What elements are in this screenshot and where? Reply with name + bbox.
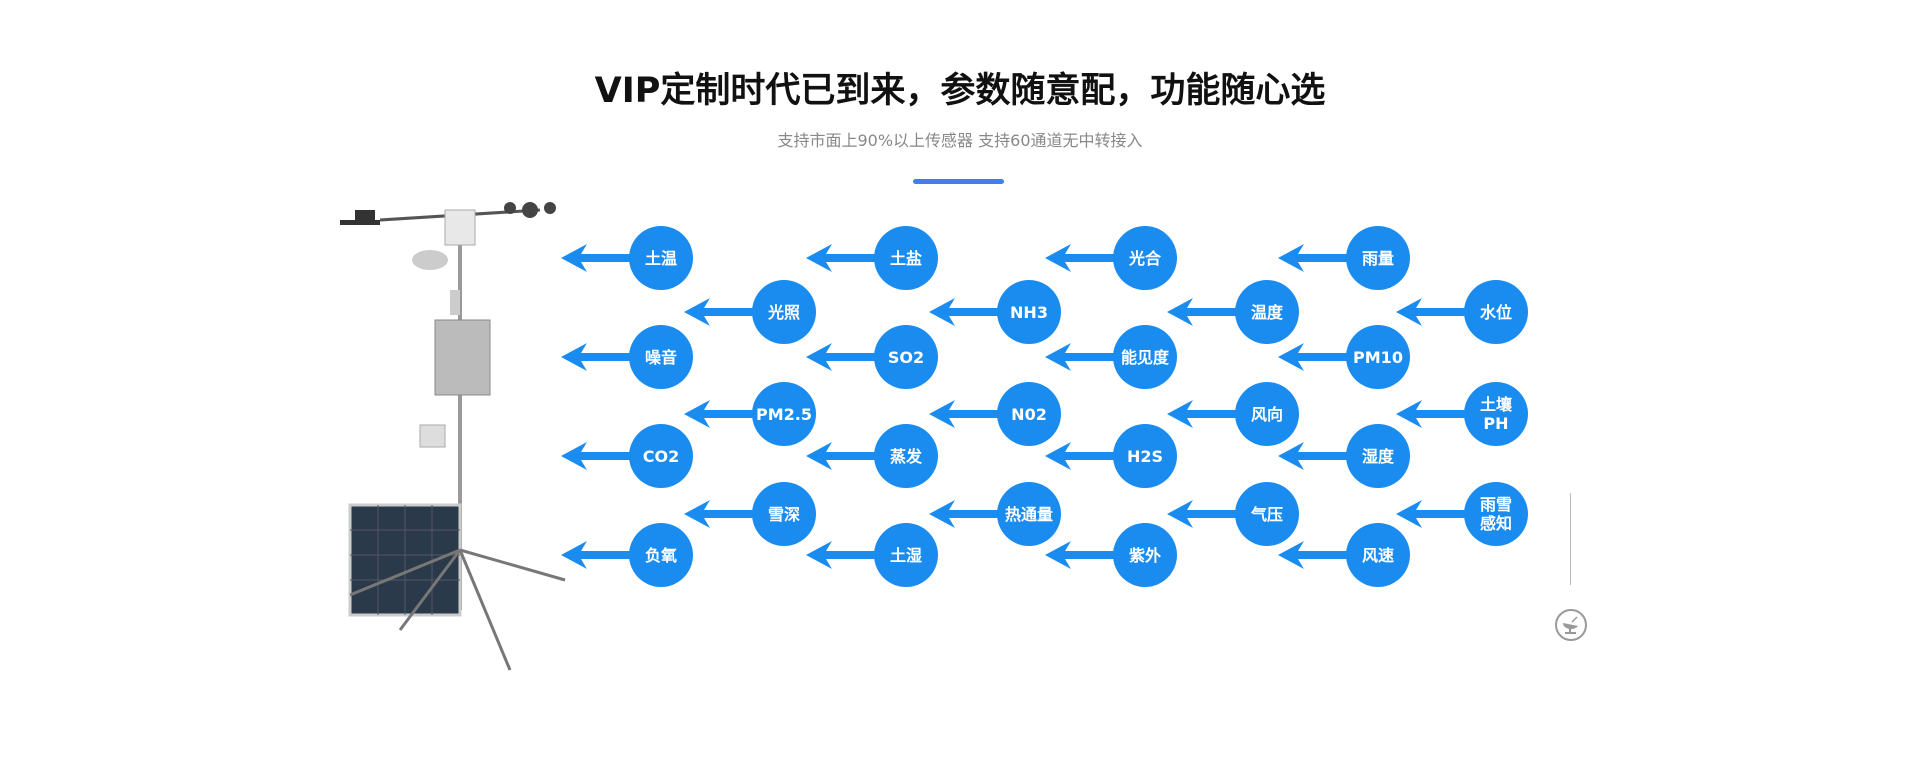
sensor-label: 土湿 — [874, 523, 938, 587]
sensor-bubble: 土温 — [561, 226, 693, 290]
title-divider — [913, 179, 1004, 184]
sensor-bubble: H2S — [1045, 424, 1177, 488]
sensor-bubble: 土壤 PH — [1396, 382, 1528, 446]
arrow-left-icon — [561, 244, 641, 272]
arrow-left-icon — [561, 541, 641, 569]
sensor-label: 水位 — [1464, 280, 1528, 344]
sensor-bubble: 紫外 — [1045, 523, 1177, 587]
sensor-label: 湿度 — [1346, 424, 1410, 488]
arrow-left-icon — [561, 442, 641, 470]
sensor-bubble: 蒸发 — [806, 424, 938, 488]
sensor-label: 风向 — [1235, 382, 1299, 446]
sensor-label: 土壤 PH — [1464, 382, 1528, 446]
sensor-bubble: 雨量 — [1278, 226, 1410, 290]
arrow-left-icon — [1278, 244, 1358, 272]
sensor-bubble: 光合 — [1045, 226, 1177, 290]
sensor-label: 噪音 — [629, 325, 693, 389]
arrow-left-icon — [806, 442, 886, 470]
arrow-left-icon — [929, 298, 1009, 326]
sensor-bubble: 能见度 — [1045, 325, 1177, 389]
sensor-label: PM2.5 — [752, 382, 816, 446]
sensor-bubble: 温度 — [1167, 280, 1299, 344]
arrow-left-icon — [1045, 244, 1125, 272]
sensor-bubble: SO2 — [806, 325, 938, 389]
sensor-label: 雨量 — [1346, 226, 1410, 290]
sensor-label: H2S — [1113, 424, 1177, 488]
sensor-label: 负氧 — [629, 523, 693, 587]
arrow-left-icon — [1167, 298, 1247, 326]
sensor-label: 雪深 — [752, 482, 816, 546]
arrow-left-icon — [684, 400, 764, 428]
sensor-bubble: 噪音 — [561, 325, 693, 389]
page-subtitle: 支持市面上90%以上传感器 支持60通道无中转接入 — [777, 131, 1143, 150]
sensor-bubble: 雪深 — [684, 482, 816, 546]
sensor-bubble: N02 — [929, 382, 1061, 446]
sensor-bubble: 负氧 — [561, 523, 693, 587]
sensor-label: 紫外 — [1113, 523, 1177, 587]
sensor-bubble: CO2 — [561, 424, 693, 488]
side-divider-line — [1570, 493, 1571, 585]
sensor-bubble: PM10 — [1278, 325, 1410, 389]
sensor-bubble: 热通量 — [929, 482, 1061, 546]
sensor-bubble: 土盐 — [806, 226, 938, 290]
arrow-left-icon — [1045, 541, 1125, 569]
satellite-dish-icon[interactable] — [1554, 608, 1588, 642]
arrow-left-icon — [684, 298, 764, 326]
sensor-bubble: 土湿 — [806, 523, 938, 587]
sensor-bubble: NH3 — [929, 280, 1061, 344]
arrow-left-icon — [1278, 541, 1358, 569]
arrow-left-icon — [806, 244, 886, 272]
weather-station-image — [340, 202, 566, 671]
sensor-bubble: 风速 — [1278, 523, 1410, 587]
sensor-label: N02 — [997, 382, 1061, 446]
sensor-bubble: 气压 — [1167, 482, 1299, 546]
arrow-left-icon — [1278, 442, 1358, 470]
page-title: VIP定制时代已到来，参数随意配，功能随心选 — [594, 71, 1326, 111]
arrow-left-icon — [806, 541, 886, 569]
arrow-left-icon — [1167, 500, 1247, 528]
sensor-bubble: 湿度 — [1278, 424, 1410, 488]
sensor-label: 土温 — [629, 226, 693, 290]
arrow-left-icon — [929, 400, 1009, 428]
sensor-label: 光照 — [752, 280, 816, 344]
sensor-bubble: 雨雪 感知 — [1396, 482, 1528, 546]
sensor-bubble: 水位 — [1396, 280, 1528, 344]
arrow-left-icon — [1396, 298, 1476, 326]
sensor-label: 雨雪 感知 — [1464, 482, 1528, 546]
sensor-label: 风速 — [1346, 523, 1410, 587]
arrow-left-icon — [1167, 400, 1247, 428]
sensor-label: 光合 — [1113, 226, 1177, 290]
arrow-left-icon — [1045, 343, 1125, 371]
sensor-label: 气压 — [1235, 482, 1299, 546]
arrow-left-icon — [561, 343, 641, 371]
arrow-left-icon — [684, 500, 764, 528]
arrow-left-icon — [1396, 500, 1476, 528]
arrow-left-icon — [1396, 400, 1476, 428]
arrow-left-icon — [929, 500, 1009, 528]
sensor-label: 温度 — [1235, 280, 1299, 344]
sensor-label: PM10 — [1346, 325, 1410, 389]
sensor-bubble: 光照 — [684, 280, 816, 344]
sensor-label: SO2 — [874, 325, 938, 389]
arrow-left-icon — [806, 343, 886, 371]
sensor-label: NH3 — [997, 280, 1061, 344]
sensor-label: 能见度 — [1113, 325, 1177, 389]
arrow-left-icon — [1045, 442, 1125, 470]
sensor-label: 蒸发 — [874, 424, 938, 488]
sensor-label: CO2 — [629, 424, 693, 488]
sensor-label: 热通量 — [997, 482, 1061, 546]
sensor-bubble: PM2.5 — [684, 382, 816, 446]
sensor-label: 土盐 — [874, 226, 938, 290]
arrow-left-icon — [1278, 343, 1358, 371]
sensor-bubble: 风向 — [1167, 382, 1299, 446]
